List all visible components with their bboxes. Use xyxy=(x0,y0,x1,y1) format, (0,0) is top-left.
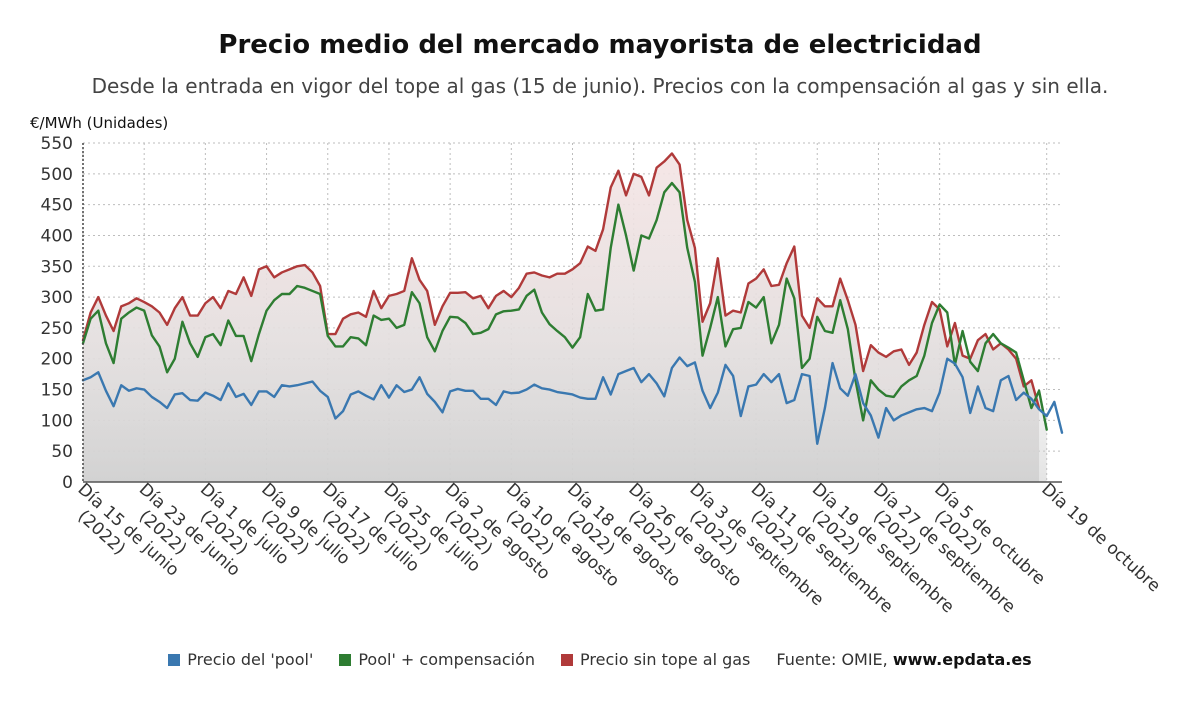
series-lines xyxy=(81,152,1064,445)
legend-label-sin-tope: Precio sin tope al gas xyxy=(580,650,751,669)
legend-swatch-pool-compensacion xyxy=(339,653,352,666)
area-fills xyxy=(83,153,1047,482)
y-tick-label-400: 400 xyxy=(41,226,73,246)
series-line-pool-compensacion xyxy=(81,181,1048,431)
legend-swatch-pool xyxy=(168,653,181,666)
area-fill-pool-compensacion xyxy=(83,183,1047,482)
y-tick-label-100: 100 xyxy=(41,411,73,431)
y-tick-label-550: 550 xyxy=(41,134,73,154)
legend-label-pool-compensacion: Pool' + compensación xyxy=(358,650,536,669)
legend-swatch-sin-tope xyxy=(561,653,574,666)
y-tick-label-500: 500 xyxy=(41,165,73,185)
source-label: Fuente: OMIE, xyxy=(776,650,893,669)
line-chart: 0 50 100 150 200 250 300 350 400 450 500 550 Día 15… xyxy=(41,134,1164,617)
y-tick-label-200: 200 xyxy=(41,350,73,370)
series-line-pool xyxy=(81,356,1064,445)
source-link[interactable]: www.epdata.es xyxy=(892,650,1032,669)
y-axis-unit-label: €/MWh (Unidades) xyxy=(30,114,169,132)
series-line-sin-tope xyxy=(81,152,1041,410)
y-tick-label-450: 450 xyxy=(41,196,73,216)
legend: Precio del 'pool' Pool' + compensación P… xyxy=(0,650,1200,669)
y-tick-label-300: 300 xyxy=(41,288,73,308)
legend-item-pool[interactable]: Precio del 'pool' xyxy=(168,650,313,669)
x-tick-label-126: Día 19 de octubre xyxy=(1037,479,1164,596)
y-tick-label-150: 150 xyxy=(41,381,73,401)
chart-subtitle: Desde la entrada en vigor del tope al ga… xyxy=(91,74,1109,98)
y-tick-labels: 0 50 100 150 200 250 300 350 400 450 500 550 xyxy=(41,134,73,493)
legend-item-pool-compensacion[interactable]: Pool' + compensación xyxy=(339,650,535,669)
x-tick-label-line: Día 19 de octubre xyxy=(1037,479,1164,596)
legend-label-pool: Precio del 'pool' xyxy=(187,650,314,669)
legend-item-sin-tope[interactable]: Precio sin tope al gas xyxy=(561,650,750,669)
y-tick-label-0: 0 xyxy=(62,473,73,493)
y-tick-label-350: 350 xyxy=(41,257,73,277)
x-tick-labels: Día 15 de junio(2022) Día 23 de junio(202… xyxy=(74,479,1164,617)
chart-title: Precio medio del mercado mayorista de el… xyxy=(218,30,982,60)
y-tick-label-50: 50 xyxy=(51,442,73,462)
axes xyxy=(82,143,1062,483)
y-tick-label-250: 250 xyxy=(41,319,73,339)
source-credit: Fuente: OMIE, www.epdata.es xyxy=(776,650,1031,669)
